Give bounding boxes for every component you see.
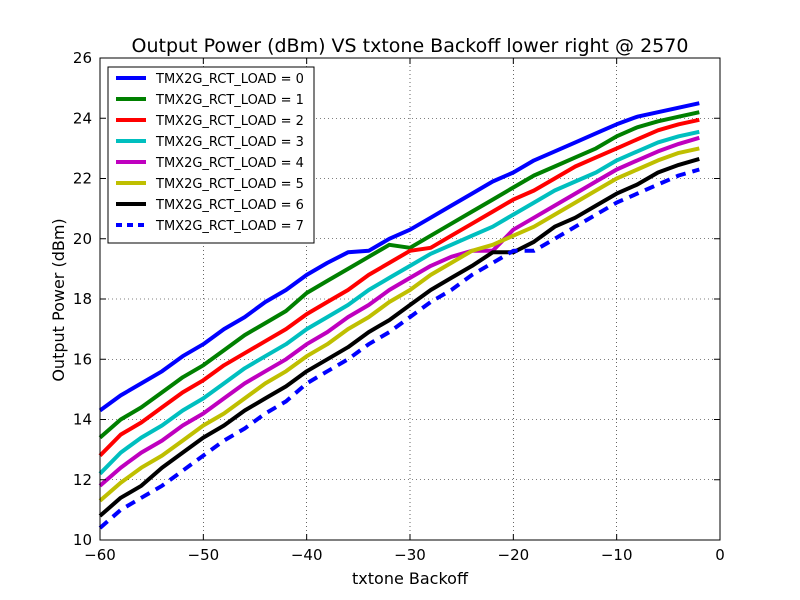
x-tick-label: −30 bbox=[394, 546, 426, 564]
x-tick-label: −60 bbox=[84, 546, 116, 564]
y-tick-label: 18 bbox=[73, 290, 92, 308]
x-tick-label: −20 bbox=[498, 546, 530, 564]
axis-ticks: −60 −50 −40 −30 −20 −10 0 10 12 14 16 18 20 22 24 26 bbox=[73, 49, 725, 564]
legend-label-3: TMX2G_RCT_LOAD = 3 bbox=[155, 135, 304, 150]
legend-label-0: TMX2G_RCT_LOAD = 0 bbox=[155, 72, 304, 87]
series-lines bbox=[98, 101, 700, 530]
x-tick-label: −40 bbox=[291, 546, 323, 564]
y-tick-label: 20 bbox=[73, 230, 92, 248]
y-axis-label: Output Power (dBm) bbox=[49, 218, 68, 381]
x-tick-label: −50 bbox=[188, 546, 220, 564]
legend-label-2: TMX2G_RCT_LOAD = 2 bbox=[155, 114, 304, 129]
series-line-5 bbox=[98, 146, 700, 503]
x-axis-label: txtone Backoff bbox=[352, 569, 469, 588]
legend: TMX2G_RCT_LOAD = 0 TMX2G_RCT_LOAD = 1 TMX2… bbox=[107, 66, 315, 244]
y-tick-label: 26 bbox=[73, 49, 92, 67]
x-tick-label: 0 bbox=[715, 546, 725, 564]
legend-label-4: TMX2G_RCT_LOAD = 4 bbox=[155, 156, 304, 171]
legend-label-5: TMX2G_RCT_LOAD = 5 bbox=[155, 177, 304, 192]
series-line-1 bbox=[98, 110, 700, 440]
y-tick-label: 10 bbox=[73, 531, 92, 549]
y-tick-label: 14 bbox=[73, 411, 92, 429]
series-line-7 bbox=[98, 167, 700, 530]
y-tick-label: 22 bbox=[73, 170, 92, 188]
y-tick-label: 24 bbox=[73, 109, 92, 127]
y-tick-label: 16 bbox=[73, 350, 92, 368]
series-line-3 bbox=[98, 129, 700, 476]
legend-box bbox=[107, 66, 315, 244]
series-line-0 bbox=[98, 101, 700, 413]
series-line-4 bbox=[98, 135, 700, 488]
legend-label-1: TMX2G_RCT_LOAD = 1 bbox=[155, 93, 304, 108]
chart-title: Output Power (dBm) VS txtone Backoff low… bbox=[132, 35, 689, 57]
series-line-2 bbox=[98, 117, 700, 458]
series-line-6 bbox=[98, 156, 700, 518]
legend-label-6: TMX2G_RCT_LOAD = 6 bbox=[155, 198, 304, 213]
legend-label-7: TMX2G_RCT_LOAD = 7 bbox=[155, 219, 304, 234]
x-tick-label: −10 bbox=[601, 546, 633, 564]
y-tick-label: 12 bbox=[73, 471, 92, 489]
